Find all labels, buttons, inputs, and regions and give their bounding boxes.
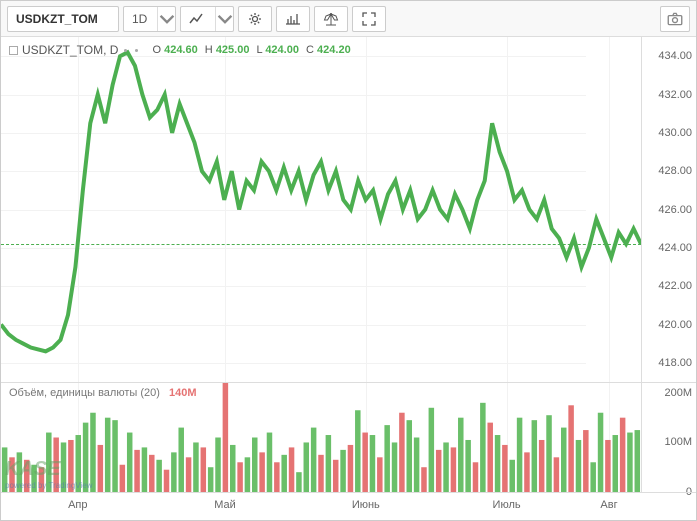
indicators-button[interactable] [277,7,309,31]
compare-button[interactable] [315,7,347,31]
indicators-icon [285,11,301,27]
x-tick: Июнь [352,499,380,511]
x-tick: Авг [600,499,617,511]
x-tick: Июль [493,499,521,511]
chart-style-dropdown[interactable] [215,7,233,31]
price-ytick: 424.00 [658,242,692,254]
chart-container: USDKZT_TOM 1D [0,0,697,521]
volume-plot [1,383,641,492]
chevron-down-icon [159,11,175,27]
ohlc-low: 424.00 [265,44,299,56]
fullscreen-icon [361,11,377,27]
price-ytick: 418.00 [658,357,692,369]
price-line-plot [1,37,641,382]
gear-icon [247,11,263,27]
compare-group [314,6,348,32]
screenshot-button[interactable] [660,6,690,32]
x-tick: Апр [68,499,87,511]
camera-icon [666,10,684,28]
chevron-down-icon [217,11,233,27]
settings-button[interactable] [239,7,271,31]
volume-title: Объём, единицы валюты (20) [9,387,160,399]
price-legend: USDKZT_TOM, D O 424.60 H 425.00 L 424.00… [9,43,351,57]
price-ytick: 432.00 [658,89,692,101]
fullscreen-button[interactable] [353,7,385,31]
x-tick: Май [214,499,236,511]
volume-ytick: 200M [664,387,692,399]
volume-ytick: 100M [664,436,692,448]
ohlc-close: 424.20 [317,44,351,56]
price-ytick: 434.00 [658,50,692,62]
price-ytick: 422.00 [658,280,692,292]
ohlc-high: 425.00 [216,44,250,56]
price-yaxis[interactable]: 418.00 420.00 422.00 424.00 426.00 428.00 430.… [641,37,696,382]
interval-dropdown[interactable] [157,7,175,31]
chart-style-group [180,6,234,32]
price-pane[interactable]: 424.20 USDKZT_TOM, D O 424.60 H 425.00 L… [1,37,696,382]
toolbar: USDKZT_TOM 1D [1,1,696,37]
ohlc-open: 424.60 [164,44,198,56]
symbol-button[interactable]: USDKZT_TOM [8,7,118,31]
interval-button[interactable]: 1D [124,7,155,31]
line-chart-icon [189,11,205,27]
price-ytick: 428.00 [658,165,692,177]
price-ytick: 420.00 [658,319,692,331]
price-ytick: 430.00 [658,127,692,139]
volume-pane-inner: Объём, единицы валюты (20) 140M KASE pow… [1,383,641,492]
volume-pane[interactable]: Объём, единицы валюты (20) 140M KASE pow… [1,382,696,492]
chart-area: 424.20 USDKZT_TOM, D O 424.60 H 425.00 L… [1,37,696,520]
volume-value: 140M [169,387,197,399]
collapse-icon[interactable] [9,46,18,55]
volume-legend: Объём, единицы валюты (20) 140M [9,387,197,399]
indicators-group [276,6,310,32]
legend-title: USDKZT_TOM, D [22,43,118,57]
ohlc-block: O 424.60 H 425.00 L 424.00 C 424.20 [148,44,350,56]
volume-yaxis[interactable]: 0100M200M [641,383,696,492]
x-axis[interactable]: Апр Май Июнь Июль Авг [1,492,696,520]
symbol-group: USDKZT_TOM [7,6,119,32]
price-ytick: 426.00 [658,204,692,216]
scales-icon [323,11,339,27]
price-pane-inner: 424.20 USDKZT_TOM, D O 424.60 H 425.00 L… [1,37,641,382]
interval-group: 1D [123,6,176,32]
settings-group [238,6,272,32]
chart-style-button[interactable] [181,7,213,31]
fullscreen-group [352,6,386,32]
